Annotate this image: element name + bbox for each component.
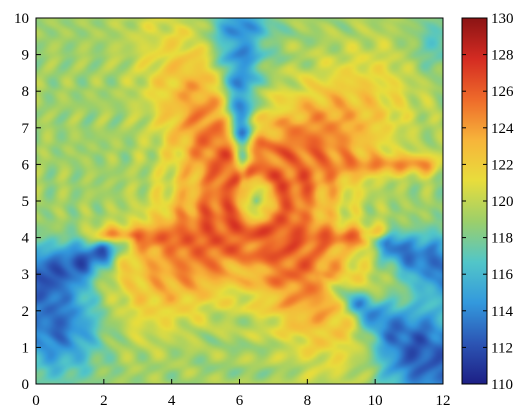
x-tick-label: 0 <box>32 393 40 409</box>
x-tick-label: 4 <box>168 393 176 409</box>
y-tick-label: 9 <box>22 48 30 64</box>
colorbar-tick-label: 116 <box>491 267 513 283</box>
y-tick-label: 8 <box>22 84 30 100</box>
y-tick-label: 1 <box>22 340 30 356</box>
y-tick-label: 4 <box>22 231 30 247</box>
y-tick-label: 0 <box>22 377 30 393</box>
y-tick-label: 10 <box>14 11 29 27</box>
colorbar: 110 112 114 116 118 120 122 124 126 128 130 <box>461 11 514 393</box>
heatmap-image <box>36 18 443 384</box>
plot-area <box>35 17 444 385</box>
y-tick-label: 6 <box>22 157 30 173</box>
y-tick-label: 5 <box>22 194 30 210</box>
x-tick-label: 10 <box>368 393 383 409</box>
x-tick-label: 2 <box>100 393 108 409</box>
colorbar-tick-label: 122 <box>491 157 514 173</box>
colorbar-tick-label: 118 <box>491 231 513 247</box>
y-tick-label: 2 <box>22 304 30 320</box>
colorbar-tick-label: 124 <box>491 121 514 137</box>
colorbar-tick-label: 110 <box>491 377 513 393</box>
colorbar-tick-label: 130 <box>491 11 514 27</box>
colorbar-gradient <box>461 17 488 385</box>
y-axis: 0 1 2 3 4 5 6 7 8 9 10 <box>14 11 41 393</box>
x-tick-label: 12 <box>436 393 451 409</box>
x-tick-label: 6 <box>236 393 244 409</box>
colorbar-tick-label: 128 <box>491 48 514 64</box>
colorbar-tick-label: 126 <box>491 84 514 100</box>
y-tick-label: 7 <box>22 121 30 137</box>
colorbar-tick-label: 120 <box>491 194 514 210</box>
x-tick-label: 8 <box>304 393 312 409</box>
colorbar-tick-label: 114 <box>491 304 513 320</box>
colorbar-ticks: 110 112 114 116 118 120 122 124 126 128 130 <box>462 11 514 393</box>
y-tick-label: 3 <box>22 267 30 283</box>
colorbar-tick-label: 112 <box>491 340 513 356</box>
x-axis: 0 2 4 6 8 10 12 <box>32 379 451 409</box>
